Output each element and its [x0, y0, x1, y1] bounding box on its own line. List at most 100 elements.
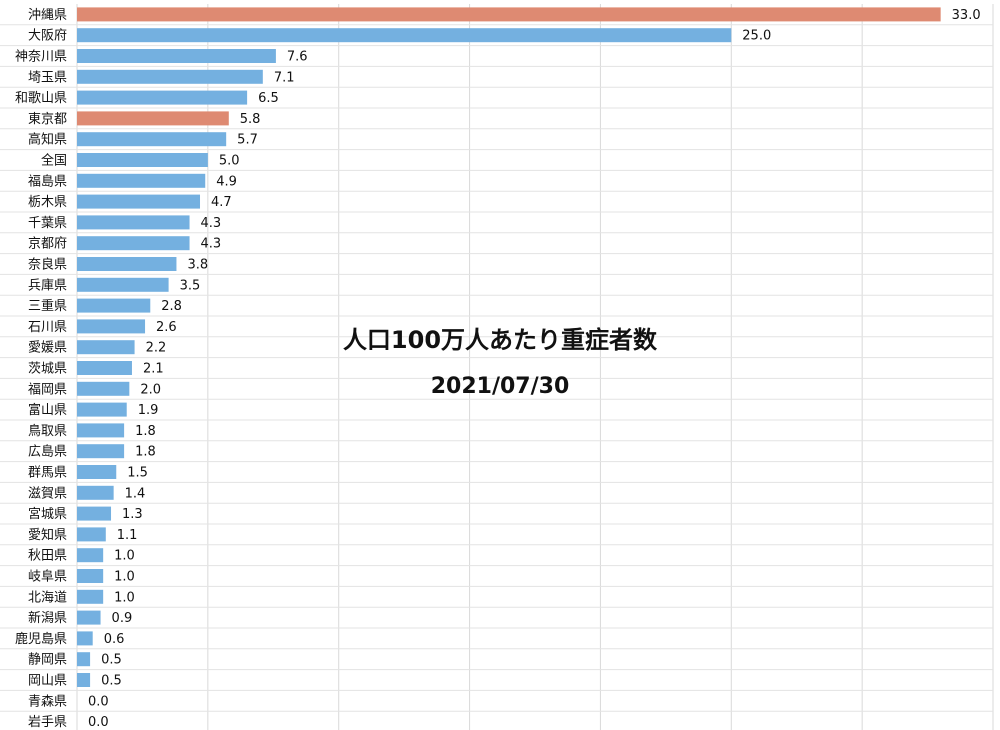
bar-16 — [77, 340, 135, 355]
category-label: 三重県 — [28, 298, 67, 314]
category-label: 愛媛県 — [28, 341, 67, 356]
bar-20 — [77, 423, 125, 438]
category-label: 宮城県 — [28, 506, 67, 522]
bar-11 — [77, 236, 190, 251]
bar-17 — [77, 361, 132, 375]
value-label: 1.0 — [114, 590, 135, 605]
value-label: 3.5 — [180, 278, 201, 293]
value-label: 2.6 — [156, 320, 177, 335]
bar-3 — [77, 69, 263, 84]
category-labels: 沖縄県大阪府神奈川県埼玉県和歌山県東京都高知県全国福島県栃木県千葉県京都府奈良県… — [15, 8, 67, 730]
value-label: 7.6 — [287, 50, 308, 65]
value-label: 1.4 — [125, 486, 146, 501]
category-label: 福島県 — [28, 174, 67, 189]
value-label: 2.0 — [140, 382, 161, 397]
category-label: 栃木県 — [28, 195, 67, 210]
value-label: 2.2 — [146, 341, 167, 356]
bar-22 — [77, 465, 117, 479]
row-separators — [0, 24, 993, 712]
value-label: 4.3 — [201, 237, 222, 252]
bar-23 — [77, 485, 114, 500]
value-label: 7.1 — [274, 70, 295, 85]
category-label: 沖縄県 — [28, 8, 67, 23]
chart-subtitle: 2021/07/30 — [431, 374, 570, 399]
bar-4 — [77, 90, 248, 105]
category-label: 青森県 — [28, 694, 67, 709]
bar-28 — [77, 589, 104, 604]
bar-7 — [77, 153, 208, 167]
category-label: 鳥取県 — [28, 424, 67, 439]
category-label: 石川県 — [28, 320, 67, 335]
value-label: 0.0 — [88, 715, 109, 730]
bar-26 — [77, 548, 104, 563]
value-label: 6.5 — [258, 91, 279, 106]
category-label: 鹿児島県 — [15, 631, 67, 647]
category-label: 東京都 — [28, 111, 67, 127]
bar-27 — [77, 569, 104, 583]
category-label: 兵庫県 — [28, 278, 67, 293]
category-label: 福岡県 — [28, 382, 67, 397]
category-label: 岐阜県 — [28, 569, 67, 585]
bar-14 — [77, 298, 151, 313]
chart-title: 人口100万人あたり重症者数 — [343, 326, 658, 354]
bar-6 — [77, 132, 227, 147]
bar-1 — [77, 28, 732, 43]
value-label: 3.8 — [187, 258, 208, 273]
bar-15 — [77, 319, 146, 334]
value-label: 1.8 — [135, 445, 156, 460]
value-labels: 33.0 25.0 7.6 7.1 6.5 5.8 5.7 5.0 4.9 4.7 4.3 4.3 3.… — [88, 8, 981, 730]
value-label: 1.0 — [114, 549, 135, 564]
category-label: 全国 — [41, 153, 67, 169]
value-label: 33.0 — [952, 8, 981, 23]
category-label: 和歌山県 — [15, 91, 67, 106]
bar-21 — [77, 444, 125, 459]
category-label: 神奈川県 — [15, 50, 67, 65]
category-label: 滋賀県 — [28, 486, 67, 501]
category-label: 奈良県 — [28, 257, 67, 273]
category-label: 京都府 — [28, 237, 67, 252]
bar-9 — [77, 194, 201, 209]
bar-24 — [77, 506, 112, 521]
category-label: 岡山県 — [28, 674, 67, 689]
value-label: 5.0 — [219, 154, 240, 169]
bar-2 — [77, 49, 276, 63]
value-label: 4.9 — [216, 174, 237, 189]
bar-25 — [77, 527, 106, 542]
category-label: 埼玉県 — [28, 70, 67, 85]
category-label: 高知県 — [28, 132, 67, 148]
value-label: 1.9 — [138, 403, 159, 418]
category-label: 静岡県 — [28, 653, 67, 668]
bar-31 — [77, 652, 91, 667]
bars — [77, 7, 941, 687]
category-label: 岩手県 — [28, 715, 67, 730]
value-label: 1.1 — [117, 528, 138, 543]
value-label: 0.5 — [101, 653, 122, 668]
bar-30 — [77, 631, 93, 646]
value-label: 1.3 — [122, 507, 143, 522]
value-label: 4.7 — [211, 195, 232, 210]
bar-19 — [77, 402, 127, 417]
category-label: 群馬県 — [28, 466, 67, 481]
category-label: 千葉県 — [28, 216, 67, 231]
category-label: 広島県 — [28, 445, 67, 460]
bar-5 — [77, 111, 229, 126]
value-label: 0.9 — [112, 611, 133, 626]
bar-8 — [77, 173, 206, 188]
bar-12 — [77, 257, 177, 271]
value-label: 1.8 — [135, 424, 156, 439]
bar-32 — [77, 673, 91, 687]
value-label: 2.1 — [143, 362, 164, 377]
category-label: 新潟県 — [28, 610, 67, 626]
category-label: 茨城県 — [28, 362, 67, 377]
bar-18 — [77, 381, 130, 396]
value-label: 1.0 — [114, 570, 135, 585]
value-label: 5.8 — [240, 112, 261, 127]
value-label: 2.8 — [161, 299, 182, 314]
category-label: 大阪府 — [28, 29, 67, 44]
category-label: 北海道 — [28, 590, 67, 605]
value-label: 0.5 — [101, 674, 122, 689]
bar-10 — [77, 215, 190, 230]
value-label: 5.7 — [237, 133, 258, 148]
category-label: 秋田県 — [28, 549, 67, 564]
